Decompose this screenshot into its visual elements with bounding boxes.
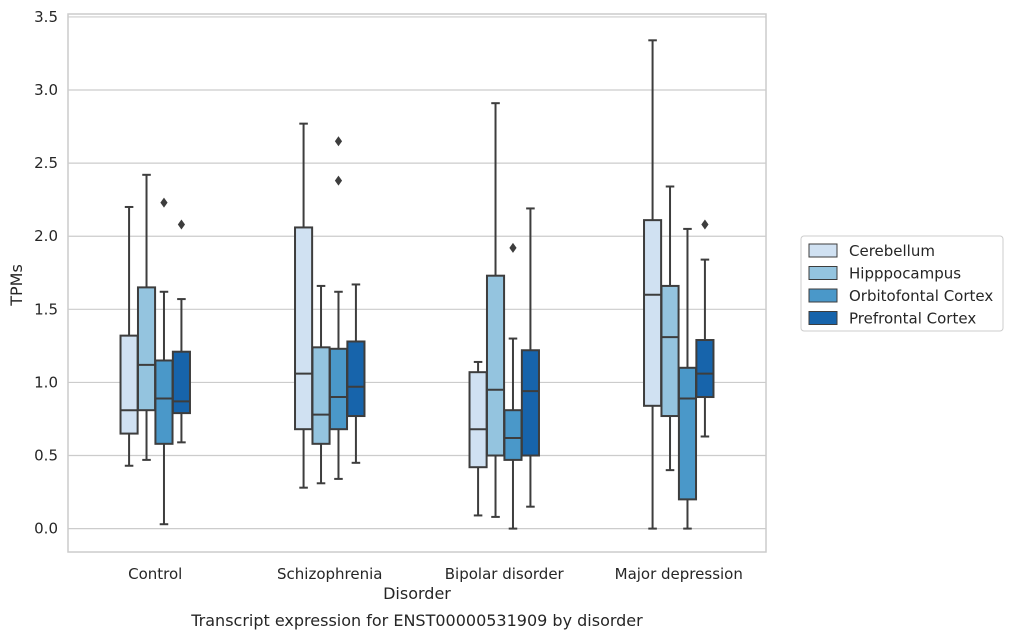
y-tick-label: 3.5 <box>34 8 58 26</box>
outlier-point <box>334 175 343 186</box>
box-cerebellum-2 <box>294 122 314 489</box>
y-tick-label: 0.0 <box>34 520 58 538</box>
box-prefrontal-cortex-2 <box>346 283 366 464</box>
x-tick-label: Schizophrenia <box>277 565 382 583</box>
box-hipppocampus-3 <box>485 102 506 518</box>
box-body <box>328 347 349 431</box>
x-tick-label: Major depression <box>615 565 743 583</box>
box-orbitofontal-cortex-1 <box>154 197 174 526</box>
box-hipppocampus-4 <box>660 185 680 472</box>
outlier-point <box>701 219 709 230</box>
legend-label: Prefrontal Cortex <box>849 310 976 328</box>
box-body <box>695 339 715 399</box>
figure-caption: Transcript expression for ENST0000053190… <box>190 611 643 630</box>
box-orbitofontal-cortex-2 <box>328 136 349 480</box>
x-axis-label: Disorder <box>383 584 451 603</box>
outlier-point <box>509 242 517 253</box>
y-axis-label: TPMs <box>7 264 26 307</box>
legend-swatch <box>808 266 838 280</box>
box-body <box>346 340 366 418</box>
box-cerebellum-4 <box>643 39 663 530</box>
x-tick-label: Control <box>128 565 182 583</box>
legend-swatch <box>808 288 838 303</box>
legend: Cerebellum Hipppocampus Orbitofontal Corte… <box>800 235 1004 332</box>
y-axis-ticks: 0.0 0.5 1.0 1.5 2.0 2.5 3.0 3.5 <box>34 8 58 538</box>
legend-item: Prefrontal Cortex <box>808 310 976 328</box>
box-cerebellum-3 <box>468 360 488 517</box>
legend-item: Orbitofontal Cortex <box>808 287 993 305</box>
y-tick-label: 3.0 <box>34 81 58 99</box>
y-tick-label: 1.5 <box>34 300 58 318</box>
box-prefrontal-cortex-3 <box>520 207 540 508</box>
box-body <box>311 346 331 445</box>
box-body <box>503 409 523 461</box>
legend-swatch <box>808 243 838 258</box>
box-body <box>520 349 540 457</box>
box-body <box>468 371 488 469</box>
box-body <box>136 286 157 412</box>
box-body <box>154 359 174 445</box>
box-body <box>660 284 680 418</box>
box-body <box>171 350 191 415</box>
box-hipppocampus-2 <box>311 284 331 485</box>
box-body <box>294 226 314 431</box>
box-body <box>119 334 139 435</box>
box-hipppocampus-1 <box>136 173 157 461</box>
legend-item: Hipppocampus <box>808 265 961 283</box>
legend-label: Orbitofontal Cortex <box>849 287 993 305</box>
legend-swatch <box>808 311 838 325</box>
box-prefrontal-cortex-4 <box>695 219 715 438</box>
box-cerebellum-1 <box>119 205 139 467</box>
box-orbitofontal-cortex-3 <box>503 242 523 530</box>
y-tick-label: 1.0 <box>34 373 58 391</box>
box-body <box>643 219 663 407</box>
legend-label: Hipppocampus <box>849 265 961 283</box>
x-tick-label: Bipolar disorder <box>445 565 565 583</box>
y-tick-label: 2.0 <box>34 227 58 245</box>
outlier-point <box>334 136 343 147</box>
y-tick-label: 0.5 <box>34 447 58 465</box>
x-axis-ticks: Control Schizophrenia Bipolar disorder Majo… <box>128 565 743 583</box>
legend-item: Cerebellum <box>808 242 935 260</box>
outlier-point <box>160 197 168 208</box>
outlier-point <box>177 219 186 230</box>
box-orbitofontal-cortex-4 <box>677 227 698 530</box>
y-tick-label: 2.5 <box>34 154 58 172</box>
box-body <box>677 366 698 501</box>
box-plot-series <box>119 39 715 530</box>
box-prefrontal-cortex-1 <box>171 219 191 444</box>
box-body <box>485 274 506 457</box>
legend-label: Cerebellum <box>849 242 935 260</box>
plot-frame <box>67 13 767 553</box>
legend-frame <box>800 235 1004 332</box>
